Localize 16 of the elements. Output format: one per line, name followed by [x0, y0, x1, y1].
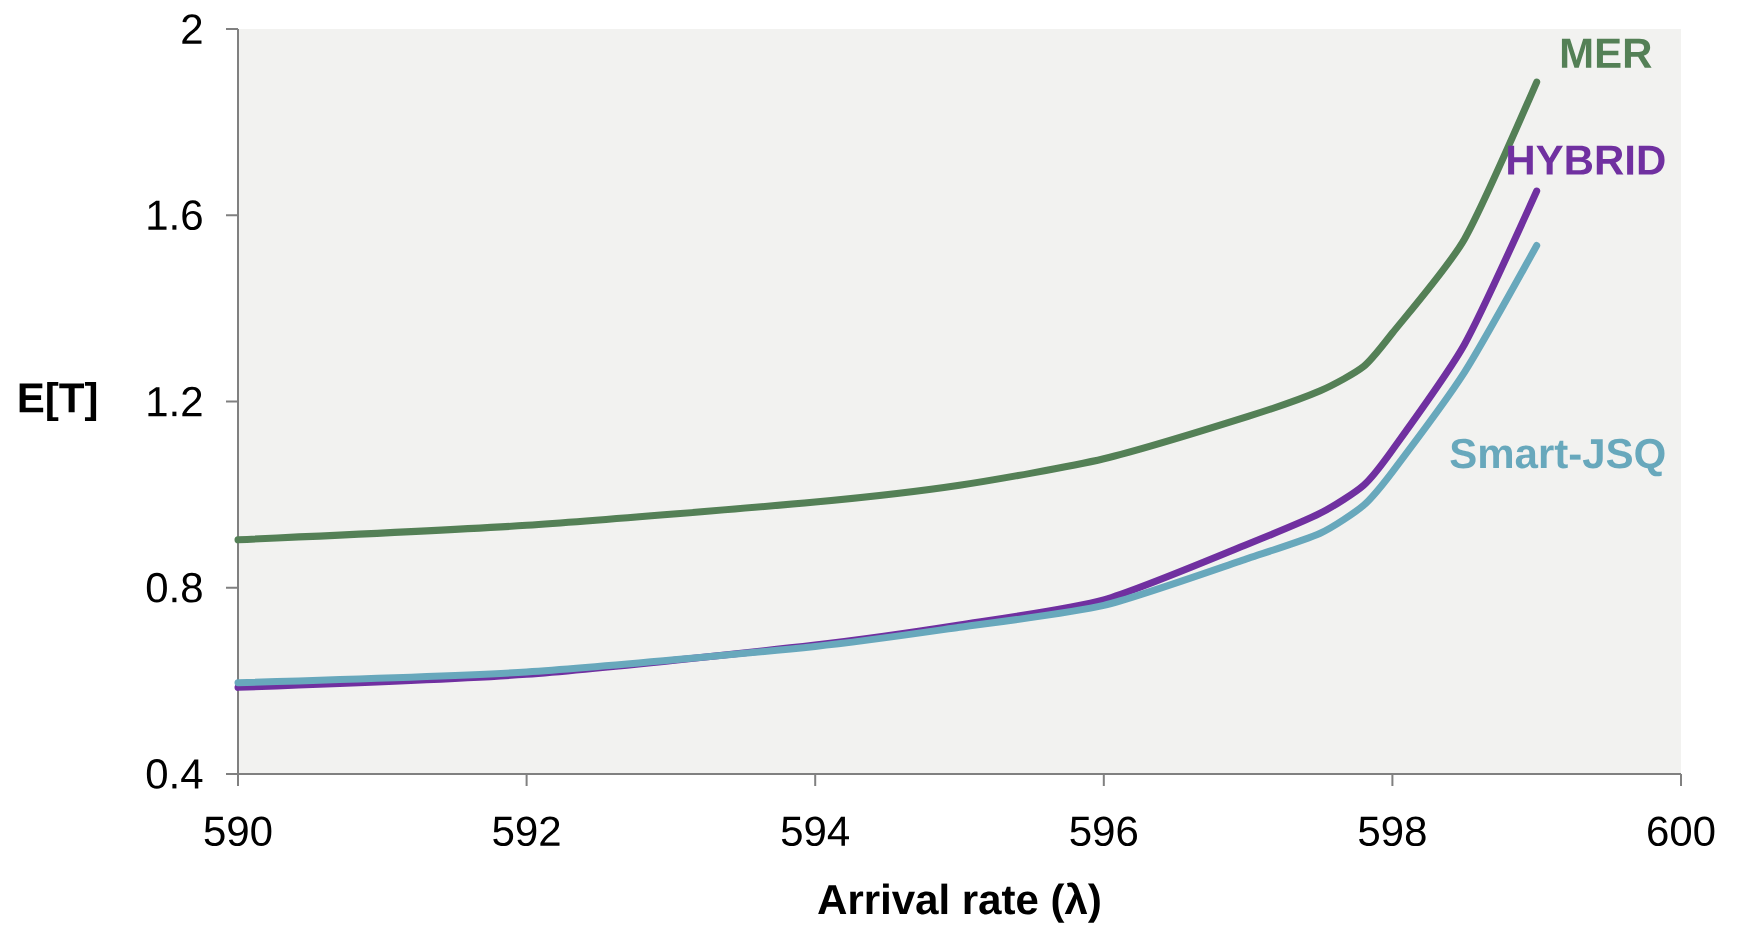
series-label: MER	[1561, 38, 1652, 68]
y-tick-label: 1.6	[148, 200, 202, 231]
y-tick-label: 0.8	[146, 572, 202, 603]
y-tick-label: 2	[182, 14, 202, 44]
x-tick-label: 596	[1070, 816, 1137, 847]
x-axis-title: Arrival rate (λ)	[818, 882, 1100, 923]
y-tick-label: 1.2	[148, 386, 202, 417]
x-tick-label: 590	[204, 816, 272, 847]
series-label: Smart-JSQ	[1450, 438, 1665, 477]
y-tick-label: 0.4	[146, 759, 203, 789]
x-tick-label: 592	[493, 816, 560, 847]
x-tick-label: 600	[1648, 816, 1715, 847]
series-label: HYBRID	[1508, 145, 1665, 175]
x-tick-label: 598	[1359, 816, 1426, 847]
x-tick-label: 594	[781, 816, 849, 847]
y-axis-title: E[T]	[19, 381, 97, 422]
